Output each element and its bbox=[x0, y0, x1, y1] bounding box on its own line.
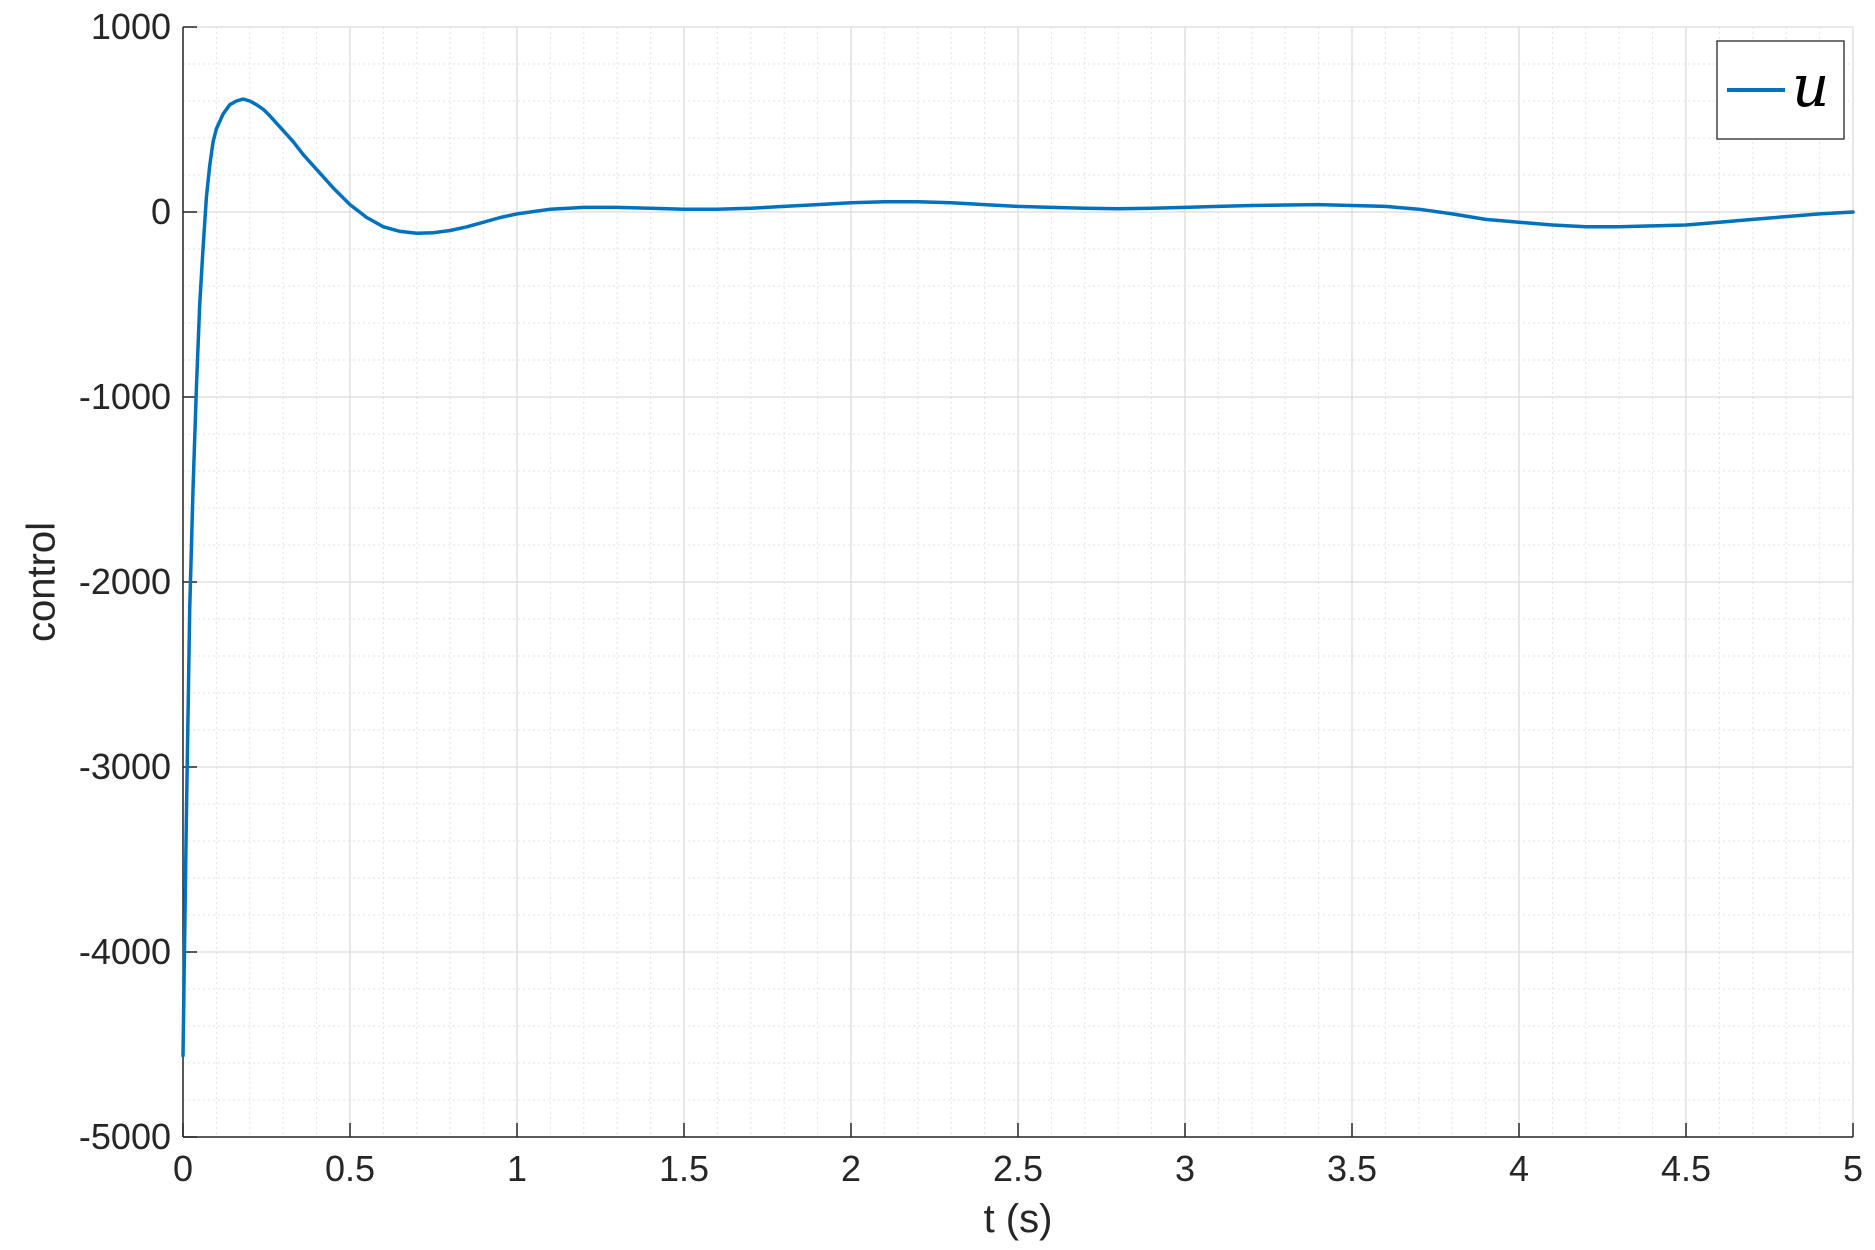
x-tick-label: 4.5 bbox=[1661, 1148, 1711, 1189]
y-tick-label: -3000 bbox=[79, 746, 171, 787]
x-tick-label: 0 bbox=[173, 1148, 193, 1189]
x-tick-label: 0.5 bbox=[325, 1148, 375, 1189]
x-tick-label: 4 bbox=[1509, 1148, 1529, 1189]
x-tick-label: 2.5 bbox=[993, 1148, 1043, 1189]
x-tick-labels: 0 0.5 1 1.5 2 2.5 3 3.5 4 4.5 5 bbox=[173, 1148, 1863, 1189]
series-group bbox=[181, 97, 1855, 1058]
x-tick-label: 2 bbox=[841, 1148, 861, 1189]
x-tick-label: 3.5 bbox=[1327, 1148, 1377, 1189]
legend: u bbox=[1716, 40, 1845, 140]
y-tick-label: -5000 bbox=[79, 1116, 171, 1157]
legend-entry-u: u bbox=[1792, 52, 1829, 120]
y-tick-label: -1000 bbox=[79, 376, 171, 417]
y-tick-label: 0 bbox=[151, 191, 171, 232]
x-tick-label: 5 bbox=[1843, 1148, 1863, 1189]
y-tick-label: -4000 bbox=[79, 931, 171, 972]
x-tick-label: 1.5 bbox=[659, 1148, 709, 1189]
y-tick-label: -2000 bbox=[79, 561, 171, 602]
y-tick-label: 1000 bbox=[91, 6, 171, 47]
y-axis-label: control bbox=[20, 522, 64, 642]
x-tick-label: 1 bbox=[507, 1148, 527, 1189]
y-tick-labels: -5000 -4000 -3000 -2000 -1000 0 1000 bbox=[79, 6, 171, 1157]
x-axis-label: t (s) bbox=[984, 1197, 1053, 1241]
x-tick-label: 3 bbox=[1175, 1148, 1195, 1189]
series-line-u bbox=[181, 97, 1855, 1058]
